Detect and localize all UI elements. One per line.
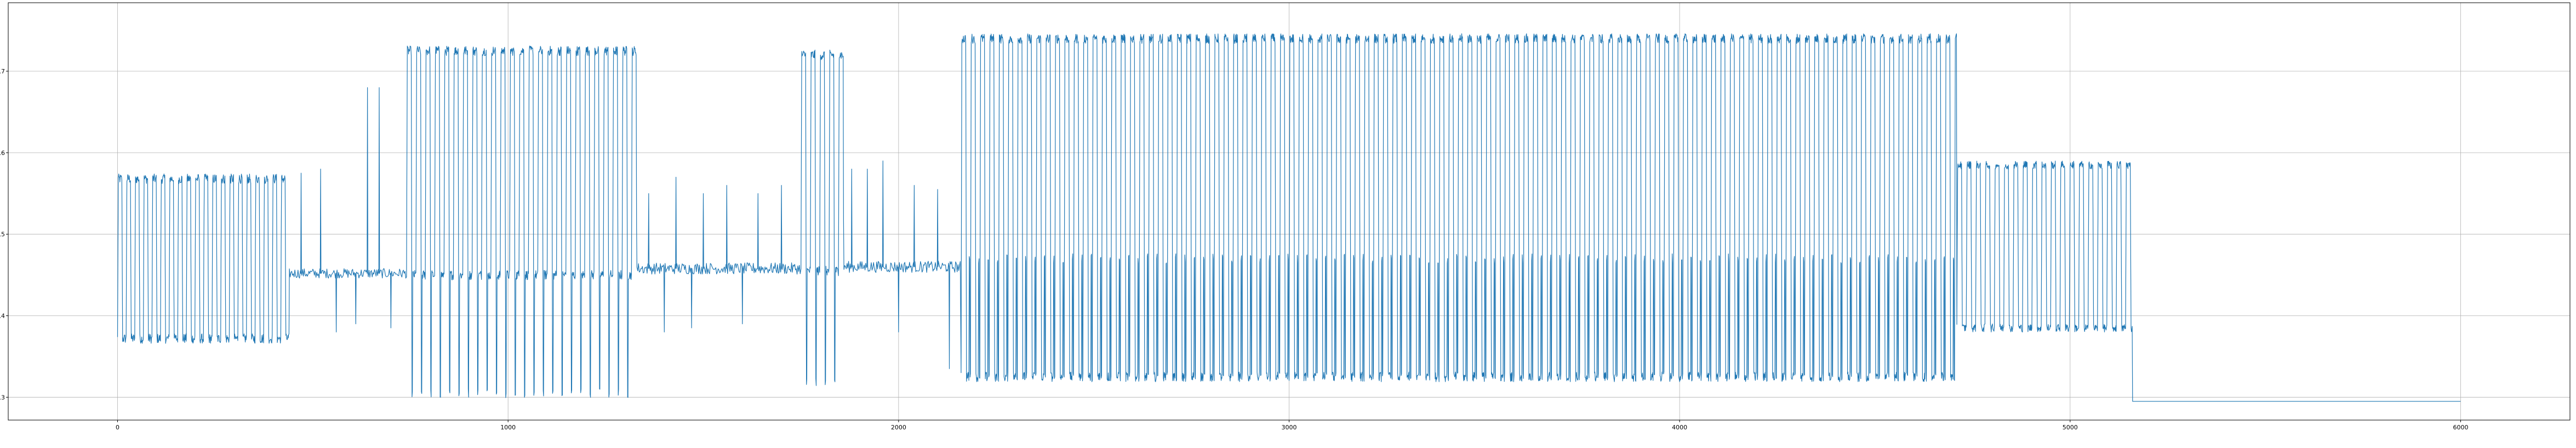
y-tick-label: 0.5 (0, 231, 5, 238)
x-tick-label: 5000 (2063, 424, 2078, 431)
x-tick-label: 4000 (1672, 424, 1687, 431)
x-tick-label: 0 (116, 424, 119, 431)
y-tick-label: 0.4 (0, 313, 5, 320)
axis-ticks: 0 1000 2000 3000 4000 5000 6000 0.3 0.4 0.5 0.6 0.7 (0, 68, 2468, 431)
x-tick-label: 1000 (500, 424, 516, 431)
series-layer (117, 33, 2461, 402)
y-tick-label: 0.3 (0, 394, 5, 401)
y-tick-label: 0.7 (0, 68, 5, 75)
x-tick-label: 3000 (1282, 424, 1297, 431)
x-tick-label: 2000 (891, 424, 906, 431)
x-tick-label: 6000 (2453, 424, 2468, 431)
y-tick-label: 0.6 (0, 150, 5, 157)
series-line (117, 33, 2461, 402)
